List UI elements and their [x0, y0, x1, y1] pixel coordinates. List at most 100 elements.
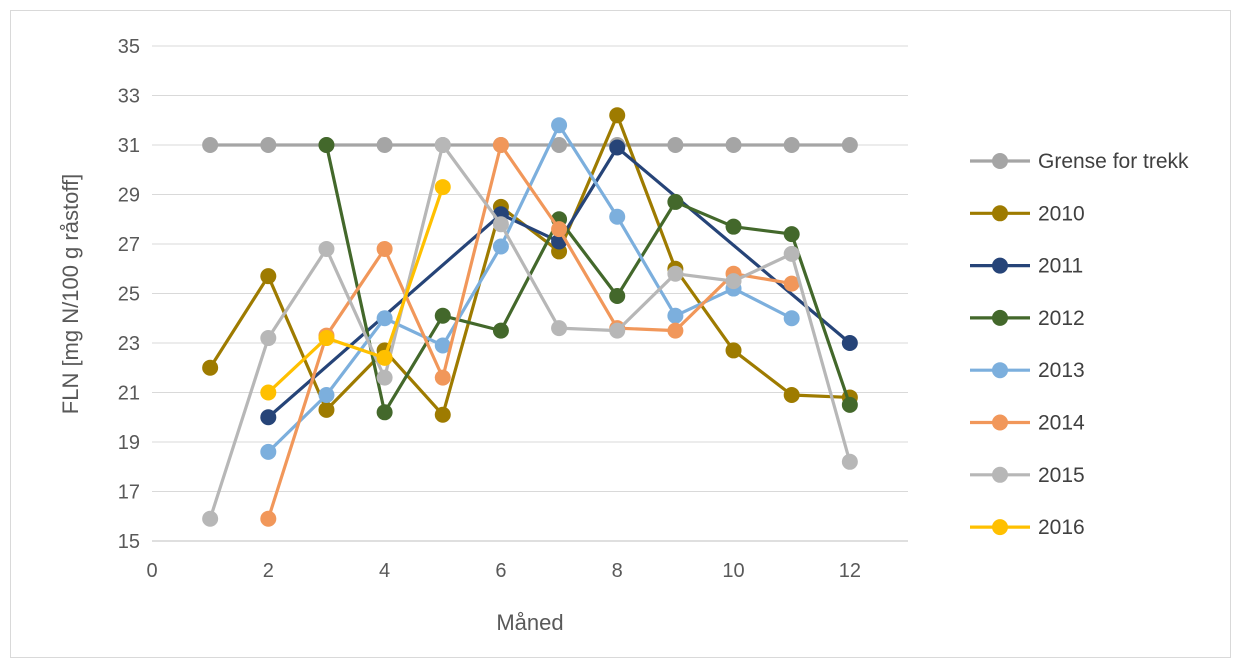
data-point [318, 386, 335, 403]
x-tick-label: 8 [612, 560, 623, 582]
series-line [202, 137, 858, 527]
data-point [783, 386, 800, 403]
legend-swatch-marker [992, 153, 1008, 169]
legend-swatch-marker [992, 362, 1008, 379]
data-point [783, 310, 800, 327]
series-path [266, 143, 792, 520]
y-axis-title: FLN [mg N/100 g råstoff] [58, 174, 83, 414]
data-series [202, 107, 858, 527]
legend-swatch-marker [992, 414, 1008, 431]
data-point [609, 139, 626, 156]
data-point [783, 275, 800, 292]
data-point [202, 510, 219, 527]
data-point [551, 137, 568, 153]
x-tick-labels: 0 2 4 6 8 10 12 [146, 560, 861, 582]
data-point [492, 238, 509, 255]
data-point [202, 137, 219, 153]
x-tick-label: 6 [495, 560, 506, 582]
legend-label: 2010 [1038, 202, 1085, 225]
data-point [667, 322, 684, 339]
y-tick-label: 23 [118, 333, 140, 355]
legend-item: 2016 [970, 516, 1085, 539]
data-point [260, 409, 277, 426]
legend-item: Grense for trekk [970, 150, 1189, 173]
data-point [841, 396, 858, 413]
legend-swatch-marker [992, 519, 1008, 536]
data-point [667, 193, 684, 210]
y-tick-labels: 15 17 19 21 23 25 27 29 31 33 35 [118, 36, 140, 553]
data-point [841, 453, 858, 470]
data-point [725, 273, 742, 290]
y-tick-label: 17 [118, 482, 140, 504]
legend-swatch-marker [992, 205, 1008, 222]
legend-label: 2015 [1038, 464, 1085, 487]
data-point [434, 179, 451, 196]
y-tick-label: 15 [118, 531, 140, 553]
y-tick-label: 35 [118, 36, 140, 58]
series-path [267, 186, 445, 394]
data-point [551, 320, 568, 337]
data-point [202, 359, 219, 376]
legend-swatch-marker [992, 257, 1008, 274]
legend-label: 2012 [1038, 307, 1085, 330]
data-point [376, 369, 393, 386]
series-path [324, 144, 852, 414]
x-tick-label: 2 [263, 560, 274, 582]
data-point [376, 137, 393, 153]
data-point [318, 240, 335, 257]
y-tick-label: 27 [118, 234, 140, 256]
x-tick-label: 10 [722, 560, 744, 582]
series-line [202, 137, 858, 153]
legend-item: 2014 [970, 412, 1085, 435]
data-point [260, 268, 277, 285]
data-point [318, 401, 335, 418]
y-tick-label: 21 [118, 383, 140, 405]
legend: Grense for trekk 2010 2011 2012 2013 2014 2015… [970, 150, 1189, 539]
data-point [434, 406, 451, 423]
legend-item: 2013 [970, 359, 1085, 382]
series-path [208, 143, 852, 520]
legend-label: Grense for trekk [1038, 150, 1189, 173]
data-point [667, 137, 684, 153]
data-point [260, 443, 277, 460]
data-point [725, 218, 742, 235]
data-point [492, 216, 509, 233]
data-point [376, 349, 393, 366]
y-tick-label: 29 [118, 185, 140, 207]
data-point [376, 404, 393, 421]
data-point [318, 137, 335, 153]
data-point [667, 307, 684, 324]
series-line [260, 139, 858, 426]
data-point [434, 137, 451, 153]
series-line [260, 137, 800, 527]
data-point [783, 137, 800, 153]
grid-lines [152, 45, 908, 542]
legend-label: 2011 [1038, 255, 1083, 278]
x-tick-label: 12 [839, 560, 861, 582]
series-line [318, 137, 858, 421]
data-point [318, 330, 335, 347]
y-tick-label: 31 [118, 135, 140, 157]
data-point [260, 137, 277, 153]
y-tick-label: 25 [118, 284, 140, 306]
series-line [260, 179, 451, 401]
data-point [376, 240, 393, 257]
data-point [434, 337, 451, 354]
data-point [551, 221, 568, 238]
data-point [841, 335, 858, 351]
data-point [783, 226, 800, 243]
legend-label: 2013 [1038, 359, 1085, 382]
data-point [725, 342, 742, 359]
data-point [725, 137, 742, 153]
data-point [260, 384, 277, 401]
data-point [551, 117, 568, 134]
x-tick-label: 0 [146, 560, 157, 582]
data-point [609, 287, 626, 304]
legend-label: 2016 [1038, 516, 1085, 539]
legend-item: 2015 [970, 464, 1085, 487]
legend-item: 2012 [970, 307, 1085, 330]
data-point [609, 107, 626, 124]
series-path [267, 123, 793, 454]
data-point [260, 330, 277, 347]
